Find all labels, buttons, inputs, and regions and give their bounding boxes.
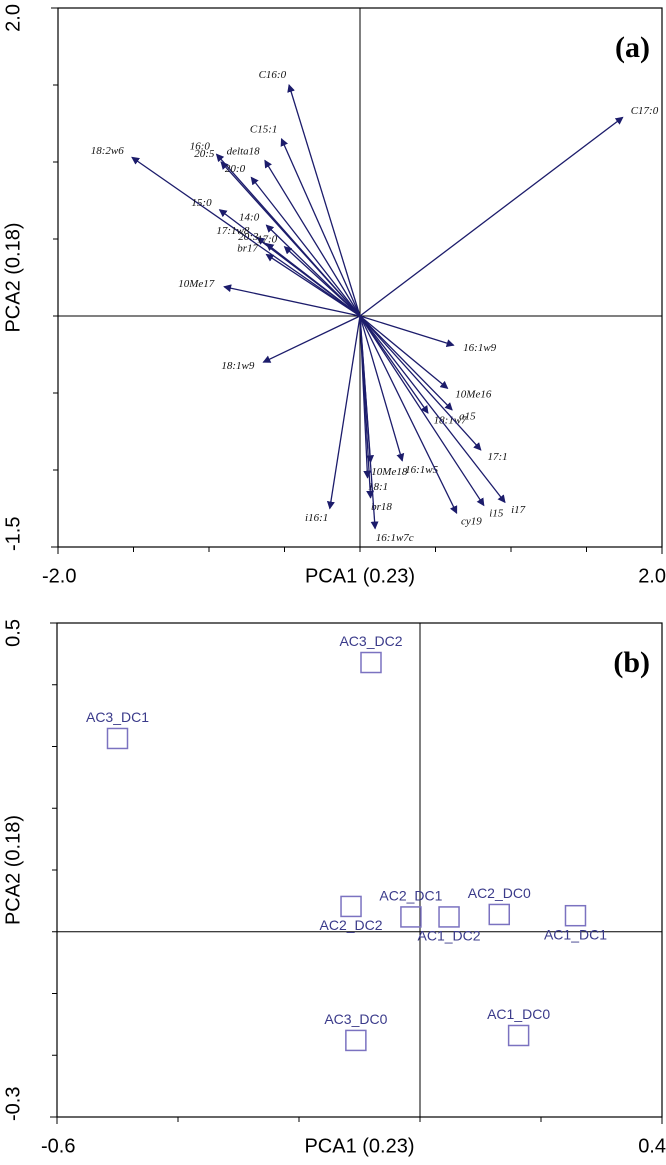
- vector-label: C15:1: [250, 123, 278, 135]
- y-tick-label: 0.5: [2, 619, 24, 647]
- vector-label: 16:1w9: [463, 342, 497, 354]
- point-label: AC1_DC0: [487, 1006, 550, 1022]
- point-label: AC3_DC2: [339, 633, 402, 649]
- vector-label: 20:5: [194, 148, 215, 160]
- panel-label: (a): [615, 31, 650, 64]
- vector-label: i16:1: [305, 512, 328, 524]
- x-tick-label: -2.0: [42, 565, 76, 587]
- vector-label: i17: [511, 504, 526, 516]
- y-tick-label: -1.5: [2, 517, 24, 551]
- point: [400, 906, 422, 928]
- point-label: AC3_DC1: [86, 709, 149, 725]
- loading-vector: [250, 176, 361, 317]
- point: [360, 651, 382, 674]
- point: [106, 727, 129, 750]
- vector-label: i15: [489, 507, 504, 519]
- vector-label: C17:0: [631, 105, 659, 117]
- loading-vector: [359, 315, 506, 504]
- loading-vector: [359, 315, 482, 451]
- loading-vector: [359, 116, 624, 317]
- y-axis-label: PCA2 (0.18): [2, 815, 24, 925]
- loading-vector: [359, 315, 453, 411]
- vector-label: 10Me18: [371, 466, 408, 478]
- x-axis-label: PCA1 (0.23): [304, 1135, 414, 1157]
- vector-label: 17:1w8: [216, 225, 250, 237]
- loading-vector: [359, 315, 379, 530]
- vector-label: 15:0: [191, 197, 212, 209]
- loading-vector: [287, 84, 361, 317]
- vector-label: 16:1w7c: [376, 532, 414, 544]
- vector-label: 17:0: [257, 233, 278, 245]
- vector-label: 20:0: [225, 163, 246, 175]
- loading-vector: [265, 253, 361, 317]
- point: [507, 1024, 530, 1047]
- vector-label: 20:3: [238, 231, 259, 243]
- x-tick-label: -0.6: [41, 1135, 75, 1157]
- loading-vector: [359, 315, 458, 515]
- vector-label: 18:1: [368, 481, 388, 493]
- point-label: AC2_DC2: [320, 917, 383, 933]
- loading-vector: [280, 137, 361, 317]
- vector-label: delta18: [227, 145, 260, 157]
- point-label: AC1_DC2: [418, 928, 481, 944]
- x-tick-label: 0.4: [638, 1135, 666, 1157]
- loading-vector: [283, 246, 361, 317]
- loading-vector: [359, 315, 405, 462]
- y-axis-label: PCA2 (0.18): [2, 222, 24, 332]
- loading-vector: [326, 315, 361, 510]
- vector-label: cy19: [461, 516, 482, 528]
- loading-vector: [131, 156, 361, 317]
- y-tick-label: 2.0: [2, 4, 24, 32]
- vector-label: a15: [459, 411, 476, 423]
- vector-label: 16:1w5: [405, 464, 439, 476]
- x-tick-label: 2.0: [638, 565, 666, 587]
- loading-vector: [264, 159, 361, 317]
- loading-vector: [265, 243, 361, 317]
- panel-label: (b): [613, 646, 650, 679]
- point: [345, 1029, 367, 1052]
- loading-vector: [359, 315, 449, 390]
- loading-vector: [220, 161, 361, 317]
- vector-label: 17:1: [487, 451, 507, 463]
- point-label: AC2_DC0: [468, 885, 531, 901]
- point: [438, 906, 460, 928]
- loading-vector: [359, 315, 455, 347]
- vector-label: 18:2w6: [91, 145, 125, 157]
- vector-label: 10Me17: [178, 278, 215, 290]
- plot-frame: [56, 622, 663, 1118]
- point-label: AC1_DC1: [544, 926, 607, 942]
- vector-label: 10Me16: [455, 388, 492, 400]
- point-label: AC3_DC0: [324, 1011, 387, 1027]
- vector-label: C16:0: [259, 69, 287, 81]
- point: [340, 895, 362, 918]
- point: [488, 903, 511, 926]
- vector-label: 18:1w9: [221, 360, 255, 372]
- vector-label: br18: [371, 501, 392, 513]
- point: [564, 904, 587, 927]
- vector-label: 16:0: [190, 140, 211, 152]
- vector-label: 18:1w7: [434, 415, 468, 427]
- vector-label: br17: [237, 242, 258, 254]
- loading-vector: [223, 284, 361, 317]
- vector-label: 14:0: [239, 212, 260, 224]
- point-label: AC2_DC1: [379, 888, 442, 904]
- loading-vector: [262, 315, 361, 363]
- loading-vector: [359, 315, 485, 507]
- x-axis-label: PCA1 (0.23): [305, 565, 415, 587]
- y-tick-label: -0.3: [2, 1087, 24, 1121]
